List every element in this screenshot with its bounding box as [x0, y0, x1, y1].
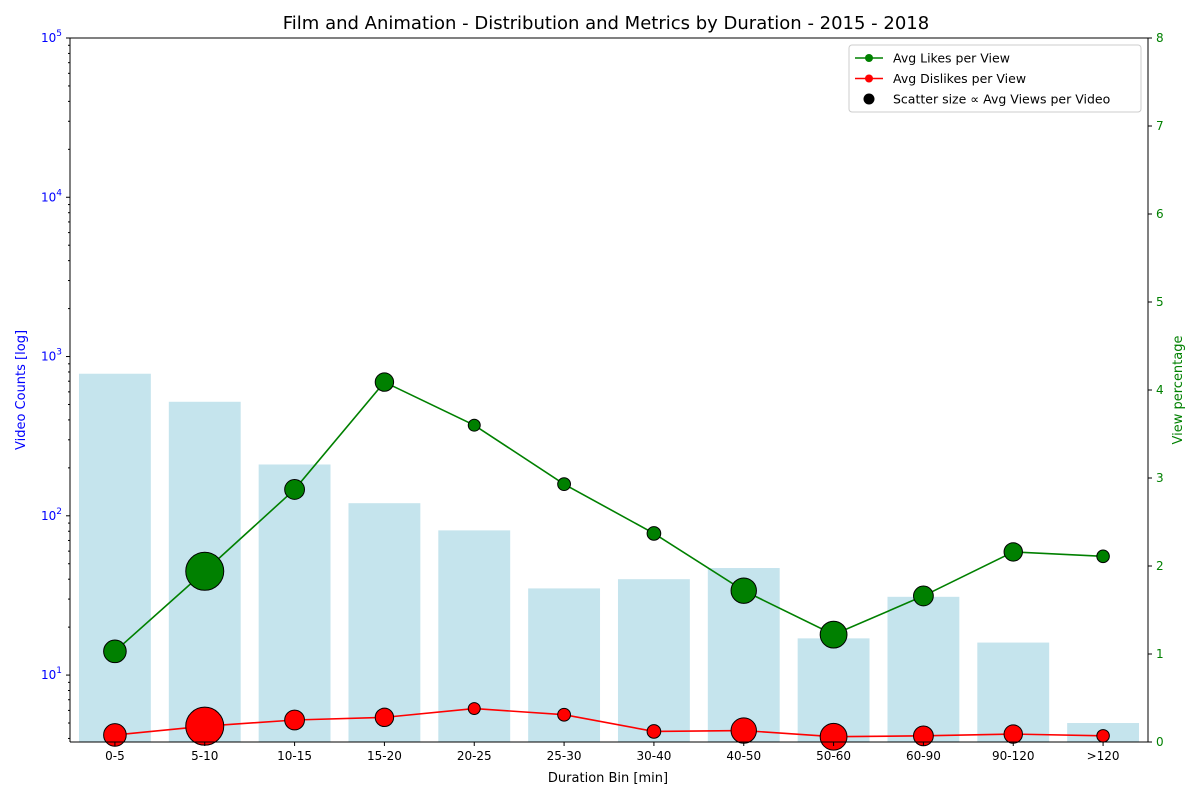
lines-layer [103, 372, 1110, 751]
y2-tick-label: 4 [1156, 383, 1164, 397]
bar [348, 503, 421, 742]
scatter-point [1096, 729, 1110, 743]
x-tick-label: 50-60 [816, 749, 851, 763]
scatter-point [284, 709, 305, 731]
y2-tick-label: 3 [1156, 471, 1164, 485]
x-tick-label: 10-15 [277, 749, 312, 763]
y-tick-label: 101 [41, 666, 62, 682]
scatter-point [467, 418, 481, 432]
scatter-point [467, 702, 481, 716]
x-tick-label: 15-20 [367, 749, 402, 763]
x-tick-label: 0-5 [105, 749, 125, 763]
bar [78, 373, 151, 742]
legend: Avg Likes per View Avg Dislikes per View S… [848, 44, 1142, 113]
legend-entry: Avg Dislikes per View [893, 71, 1026, 86]
y2-tick-label: 8 [1156, 31, 1164, 45]
chart-title: Film and Animation - Distribution and Me… [283, 13, 929, 34]
y2-tick-label: 1 [1156, 647, 1164, 661]
bars-layer [78, 373, 1140, 742]
x-tick-label: 30-40 [636, 749, 671, 763]
y-tick-label: 102 [41, 507, 62, 523]
scatter-point [646, 526, 662, 541]
scatter-point [913, 585, 934, 607]
scatter-point [557, 477, 571, 492]
x-tick-label: 40-50 [726, 749, 761, 763]
scatter-point [819, 722, 848, 751]
scatter-point [819, 620, 848, 649]
y2-tick-label: 0 [1156, 735, 1164, 749]
scatter-point [646, 724, 662, 739]
scatter-point [185, 706, 225, 746]
x-tick-label: 90-120 [992, 749, 1035, 763]
y2-tick-label: 6 [1156, 207, 1164, 221]
x-tick-label: >120 [1087, 749, 1120, 763]
line-series [114, 707, 1104, 738]
legend-marker [865, 74, 873, 83]
y-tick-label: 103 [41, 348, 62, 364]
y2-axis-label: View percentage [1171, 336, 1186, 445]
y2-tick-label: 2 [1156, 559, 1164, 573]
scatter-point [1096, 549, 1110, 564]
bar [617, 579, 690, 742]
y-tick-label: 105 [41, 29, 62, 45]
x-tick-label: 5-10 [191, 749, 218, 763]
scatter-point [284, 479, 305, 500]
x-tick-label: 20-25 [457, 749, 492, 763]
scatter-point [557, 707, 571, 722]
scatter-point [185, 551, 225, 591]
scatter-point [374, 372, 395, 392]
scatter-point [103, 723, 127, 747]
y-axis-label: Video Counts [log] [14, 330, 29, 450]
x-tick-label: 60-90 [906, 749, 941, 763]
scatter-point [1003, 542, 1023, 562]
scatter-point [730, 717, 757, 744]
y2-tick-label: 7 [1156, 119, 1164, 133]
y2-tick-label: 5 [1156, 295, 1164, 309]
bar [887, 596, 960, 742]
scatter-point [1003, 724, 1023, 744]
x-tick-label: 25-30 [547, 749, 582, 763]
scatter-point [374, 707, 395, 728]
legend-entry: Scatter size ∝ Avg Views per Video [893, 92, 1110, 107]
bar [258, 464, 331, 742]
legend-marker [865, 54, 873, 62]
legend-marker [863, 93, 875, 105]
x-axis-label: Duration Bin [min] [548, 771, 668, 786]
legend-box [848, 44, 1142, 113]
scatter-point [103, 639, 127, 664]
legend-entry: Avg Likes per View [893, 51, 1010, 66]
axes-layer: 0-5 5-10 10-15 15-20 20-25 25-30 30-40 40-50 50-… [41, 29, 1164, 763]
line-series [114, 381, 1104, 652]
y-tick-label: 104 [41, 188, 62, 204]
scatter-point [730, 577, 757, 604]
